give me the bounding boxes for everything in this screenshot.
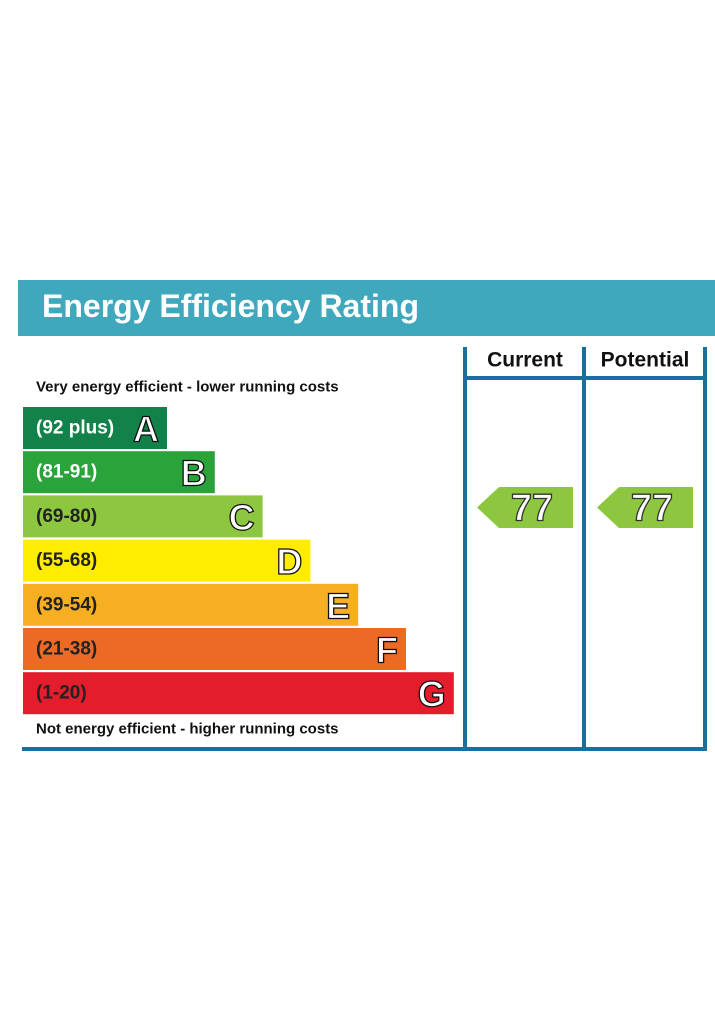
band-letter: E: [326, 585, 350, 626]
band: [23, 407, 167, 449]
top-note: Very energy efficient - lower running co…: [36, 379, 339, 396]
band-range: (92 plus): [36, 418, 114, 439]
band-letter: G: [418, 674, 446, 715]
band-letter: A: [133, 409, 159, 450]
band: [23, 672, 454, 715]
rating-value: 77: [631, 488, 673, 530]
band-range: (21-38): [36, 639, 97, 660]
band-letter: D: [276, 541, 302, 582]
rating-arrow: [597, 487, 693, 528]
rating-value: 77: [511, 488, 553, 530]
rating-arrow: [477, 487, 573, 528]
band-range: (81-91): [36, 462, 97, 483]
band-range: (69-80): [36, 506, 97, 527]
band: [23, 539, 311, 582]
band: [23, 628, 406, 670]
title: Energy Efficiency Rating: [42, 288, 419, 324]
column-header: Current: [487, 349, 563, 372]
band: [23, 583, 359, 626]
band: [23, 451, 215, 494]
band-letter: B: [181, 453, 207, 494]
column-header: Potential: [601, 349, 690, 372]
title-bar: [18, 280, 715, 336]
band: [23, 495, 263, 538]
band-letter: F: [376, 630, 398, 671]
band-range: (1-20): [36, 683, 87, 704]
band-range: (39-54): [36, 594, 97, 615]
bottom-note: Not energy efficient - higher running co…: [36, 721, 339, 738]
band-letter: C: [229, 497, 255, 538]
band-range: (55-68): [36, 550, 97, 571]
